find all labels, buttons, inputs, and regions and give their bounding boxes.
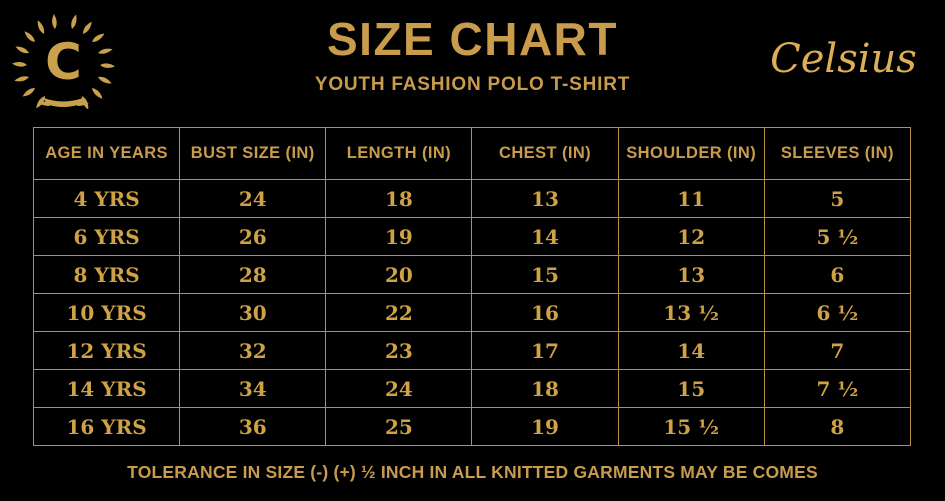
age-cell: 4 YRS [32,179,181,218]
measurement-cell: 32 [179,331,327,370]
table-row: 6 YRS 26 19 14 12 5 ½ [32,217,912,256]
page-subtitle: YOUTH FASHION POLO T-SHIRT [314,73,631,95]
column-header: BUST SIZE (IN) [179,127,327,180]
measurement-cell: 17 [471,331,619,370]
page-title: SIZE CHART [327,13,618,65]
table-header-row: AGE IN YEARS BUST SIZE (IN) LENGTH (IN) CHE… [32,127,912,180]
column-header: SLEEVES (IN) [763,127,912,180]
title-block: SIZE CHART YOUTH FASHION POLO T-SHIRT [0,14,945,96]
measurement-cell: 11 [617,179,765,218]
measurement-cell: 7 ½ [763,369,912,408]
measurement-cell: 25 [325,407,473,446]
measurement-cell: 13 [471,179,619,218]
age-cell: 16 YRS [32,407,181,446]
age-cell: 12 YRS [32,331,181,370]
measurement-cell: 13 [617,255,765,294]
age-cell: 14 YRS [32,369,181,408]
measurement-cell: 22 [325,293,473,332]
table-row: 4 YRS 24 18 13 11 5 [32,179,912,218]
measurement-cell: 16 [471,293,619,332]
measurement-cell: 28 [179,255,327,294]
laurel-wreath-icon: C [8,8,119,109]
measurement-cell: 18 [471,369,619,408]
measurement-cell: 6 ½ [763,293,912,332]
measurement-cell: 15 [617,369,765,408]
brand-logo: C [8,8,119,109]
measurement-cell: 24 [179,179,327,218]
measurement-cell: 19 [471,407,619,446]
table-row: 14 YRS 34 24 18 15 7 ½ [32,369,912,408]
measurement-cell: 30 [179,293,327,332]
measurement-cell: 7 [763,331,912,370]
measurement-cell: 26 [179,217,327,256]
tolerance-note: TOLERANCE IN SIZE (-) (+) ½ INCH IN ALL … [127,462,818,482]
measurement-cell: 14 [617,331,765,370]
age-cell: 6 YRS [32,217,181,256]
measurement-cell: 23 [325,331,473,370]
column-header: AGE IN YEARS [32,127,181,180]
measurement-cell: 12 [617,217,765,256]
measurement-cell: 6 [763,255,912,294]
measurement-cell: 5 ½ [763,217,912,256]
size-chart-table: AGE IN YEARS BUST SIZE (IN) LENGTH (IN) CHE… [32,127,912,446]
logo-letter: C [45,33,82,91]
column-header: LENGTH (IN) [325,127,473,180]
measurement-cell: 19 [325,217,473,256]
measurement-cell: 34 [179,369,327,408]
measurement-cell: 8 [763,407,912,446]
age-cell: 8 YRS [32,255,181,294]
table-row: 12 YRS 32 23 17 14 7 [32,331,912,370]
measurement-cell: 13 ½ [617,293,765,332]
table-row: 8 YRS 28 20 15 13 6 [32,255,912,294]
measurement-cell: 15 [471,255,619,294]
age-cell: 10 YRS [32,293,181,332]
measurement-cell: 24 [325,369,473,408]
measurement-cell: 20 [325,255,473,294]
measurement-cell: 15 ½ [617,407,765,446]
brand-wordmark: Celsius [770,36,917,82]
measurement-cell: 14 [471,217,619,256]
measurement-cell: 36 [179,407,327,446]
column-header: CHEST (IN) [471,127,619,180]
column-header: SHOULDER (IN) [617,127,765,180]
measurement-cell: 18 [325,179,473,218]
measurement-cell: 5 [763,179,912,218]
